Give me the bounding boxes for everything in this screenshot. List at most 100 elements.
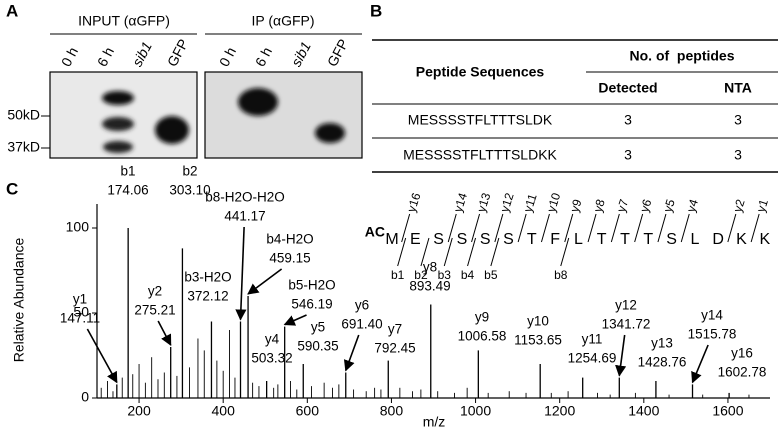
- lane-label: sib1: [129, 39, 155, 69]
- y-ion-label: y10: [544, 191, 563, 214]
- y-cleavage: [494, 213, 504, 243]
- y-ion-label: y14: [451, 191, 470, 214]
- y-ion-label: y11: [521, 192, 540, 214]
- lane-label: 6 h: [252, 44, 275, 69]
- residue: L: [690, 231, 699, 248]
- y-cleavage: [401, 213, 411, 243]
- peak-mz-label: 792.45: [374, 341, 415, 356]
- y-cleavage: [657, 213, 667, 243]
- peak-mz-label: 1254.69: [568, 351, 617, 366]
- peak-ion-label: y8: [423, 260, 437, 275]
- y-ion-label: y13: [474, 191, 493, 214]
- y-ion-label: y9: [567, 197, 584, 214]
- peak-mz-label: 546.19: [291, 297, 332, 312]
- annotation-arrow: [283, 314, 307, 326]
- y-cleavage: [750, 213, 760, 243]
- residue: T: [620, 231, 630, 248]
- peak-mz-label: 893.49: [409, 279, 450, 294]
- lane-label: 0 h: [58, 44, 81, 69]
- x-tick-label: 1200: [544, 403, 575, 419]
- b-cleavage: [467, 237, 477, 267]
- x-tick-label: 1400: [628, 403, 659, 419]
- residue: K: [759, 231, 770, 248]
- y-ion-label: y2: [730, 197, 747, 214]
- x-tick-label: 800: [380, 403, 404, 419]
- y-cleavage: [634, 213, 644, 243]
- residue: M: [385, 231, 398, 248]
- x-tick-label: 1000: [460, 403, 491, 419]
- peak-mz-label: 275.21: [134, 303, 175, 318]
- residue: L: [574, 231, 583, 248]
- y-tick-label: 50: [73, 304, 89, 320]
- y-cleavage: [517, 213, 527, 243]
- table-header: Detected: [598, 80, 657, 96]
- b-cleavage: [560, 237, 570, 267]
- table-cell: 3: [734, 112, 742, 128]
- residue: K: [736, 231, 747, 248]
- peak-mz-label: 174.06: [107, 183, 148, 198]
- peak-ion-label: y7: [388, 322, 402, 337]
- marker-label: 37kD: [7, 139, 40, 155]
- peak-mz-label: 590.35: [297, 339, 338, 354]
- table-header: Peptide Sequences: [416, 64, 545, 80]
- table-cell: 3: [624, 147, 632, 163]
- blot-title: IP (αGFP): [251, 13, 314, 29]
- lane-labels: 0 h 6 h sib1 GFP 0 h 6 h sib1 GFP: [58, 36, 352, 69]
- peak-mz-label: 459.15: [269, 251, 310, 266]
- b-cleavage: [420, 237, 430, 267]
- panel-label: C: [6, 179, 18, 198]
- peak-ion-label: y14: [701, 308, 723, 323]
- lane-label: 6 h: [94, 44, 117, 69]
- b-ion-label: b3: [438, 268, 452, 282]
- x-tick-label: 200: [127, 403, 151, 419]
- b-ion-label: b5: [484, 268, 498, 282]
- annotation-arrow: [691, 344, 709, 384]
- table-cell: 3: [734, 147, 742, 163]
- y-cleavage: [564, 213, 574, 243]
- annotation-arrow: [615, 334, 627, 377]
- peak-ion-label: b5-H2O: [288, 278, 335, 293]
- blot-image: [204, 71, 363, 159]
- y-ion-label: y6: [637, 197, 654, 214]
- y-ion-label: y5: [661, 197, 678, 214]
- peak-ion-label: y1: [73, 292, 87, 307]
- panel-label: A: [6, 1, 18, 20]
- annotation-arrow: [157, 320, 172, 346]
- peak-ion-label: y4: [265, 332, 280, 347]
- y-tick-label: 100: [66, 219, 90, 235]
- peak-mz-label: 1515.78: [688, 327, 737, 342]
- peak-mz-label: 303.10: [169, 183, 210, 198]
- annotation-arrow: [86, 328, 118, 384]
- peak-ion-label: y10: [527, 314, 549, 329]
- peak-ion-label: y5: [311, 320, 325, 335]
- y-cleavage: [587, 213, 597, 243]
- peak-ion-label: b3-H2O: [184, 270, 231, 285]
- y-tick-label: 0: [81, 389, 89, 405]
- peak-mz-label: 1428.76: [638, 355, 687, 370]
- annotation-arrow: [247, 268, 283, 295]
- table-cell: MESSSSTFLTTTSLDK: [408, 112, 553, 128]
- peak-ion-label: y12: [615, 298, 637, 313]
- lane-label: 0 h: [216, 44, 239, 69]
- peak-ion-label: b1: [120, 164, 135, 179]
- annotation-arrow: [343, 334, 360, 372]
- peak-ion-label: y13: [651, 336, 673, 351]
- residue: S: [433, 231, 444, 248]
- residue: S: [666, 231, 677, 248]
- peak-mz-label: 1602.78: [718, 365, 767, 380]
- y-ion-label: y16: [404, 191, 423, 214]
- y-ion-label: y8: [591, 197, 608, 214]
- residue: F: [550, 231, 560, 248]
- blot-bands: [238, 88, 345, 143]
- peak-ion-label: b2: [182, 164, 197, 179]
- peak-mz-label: 441.17: [224, 209, 265, 224]
- x-tick-label: 600: [296, 403, 320, 419]
- residue: E: [410, 231, 421, 248]
- residue: S: [457, 231, 468, 248]
- b-ion-label: b1: [391, 268, 405, 282]
- peak-ion-label: y6: [355, 298, 369, 313]
- lane-label: GFP: [164, 36, 192, 69]
- x-tick-label: 1600: [712, 403, 743, 419]
- residue: T: [527, 231, 537, 248]
